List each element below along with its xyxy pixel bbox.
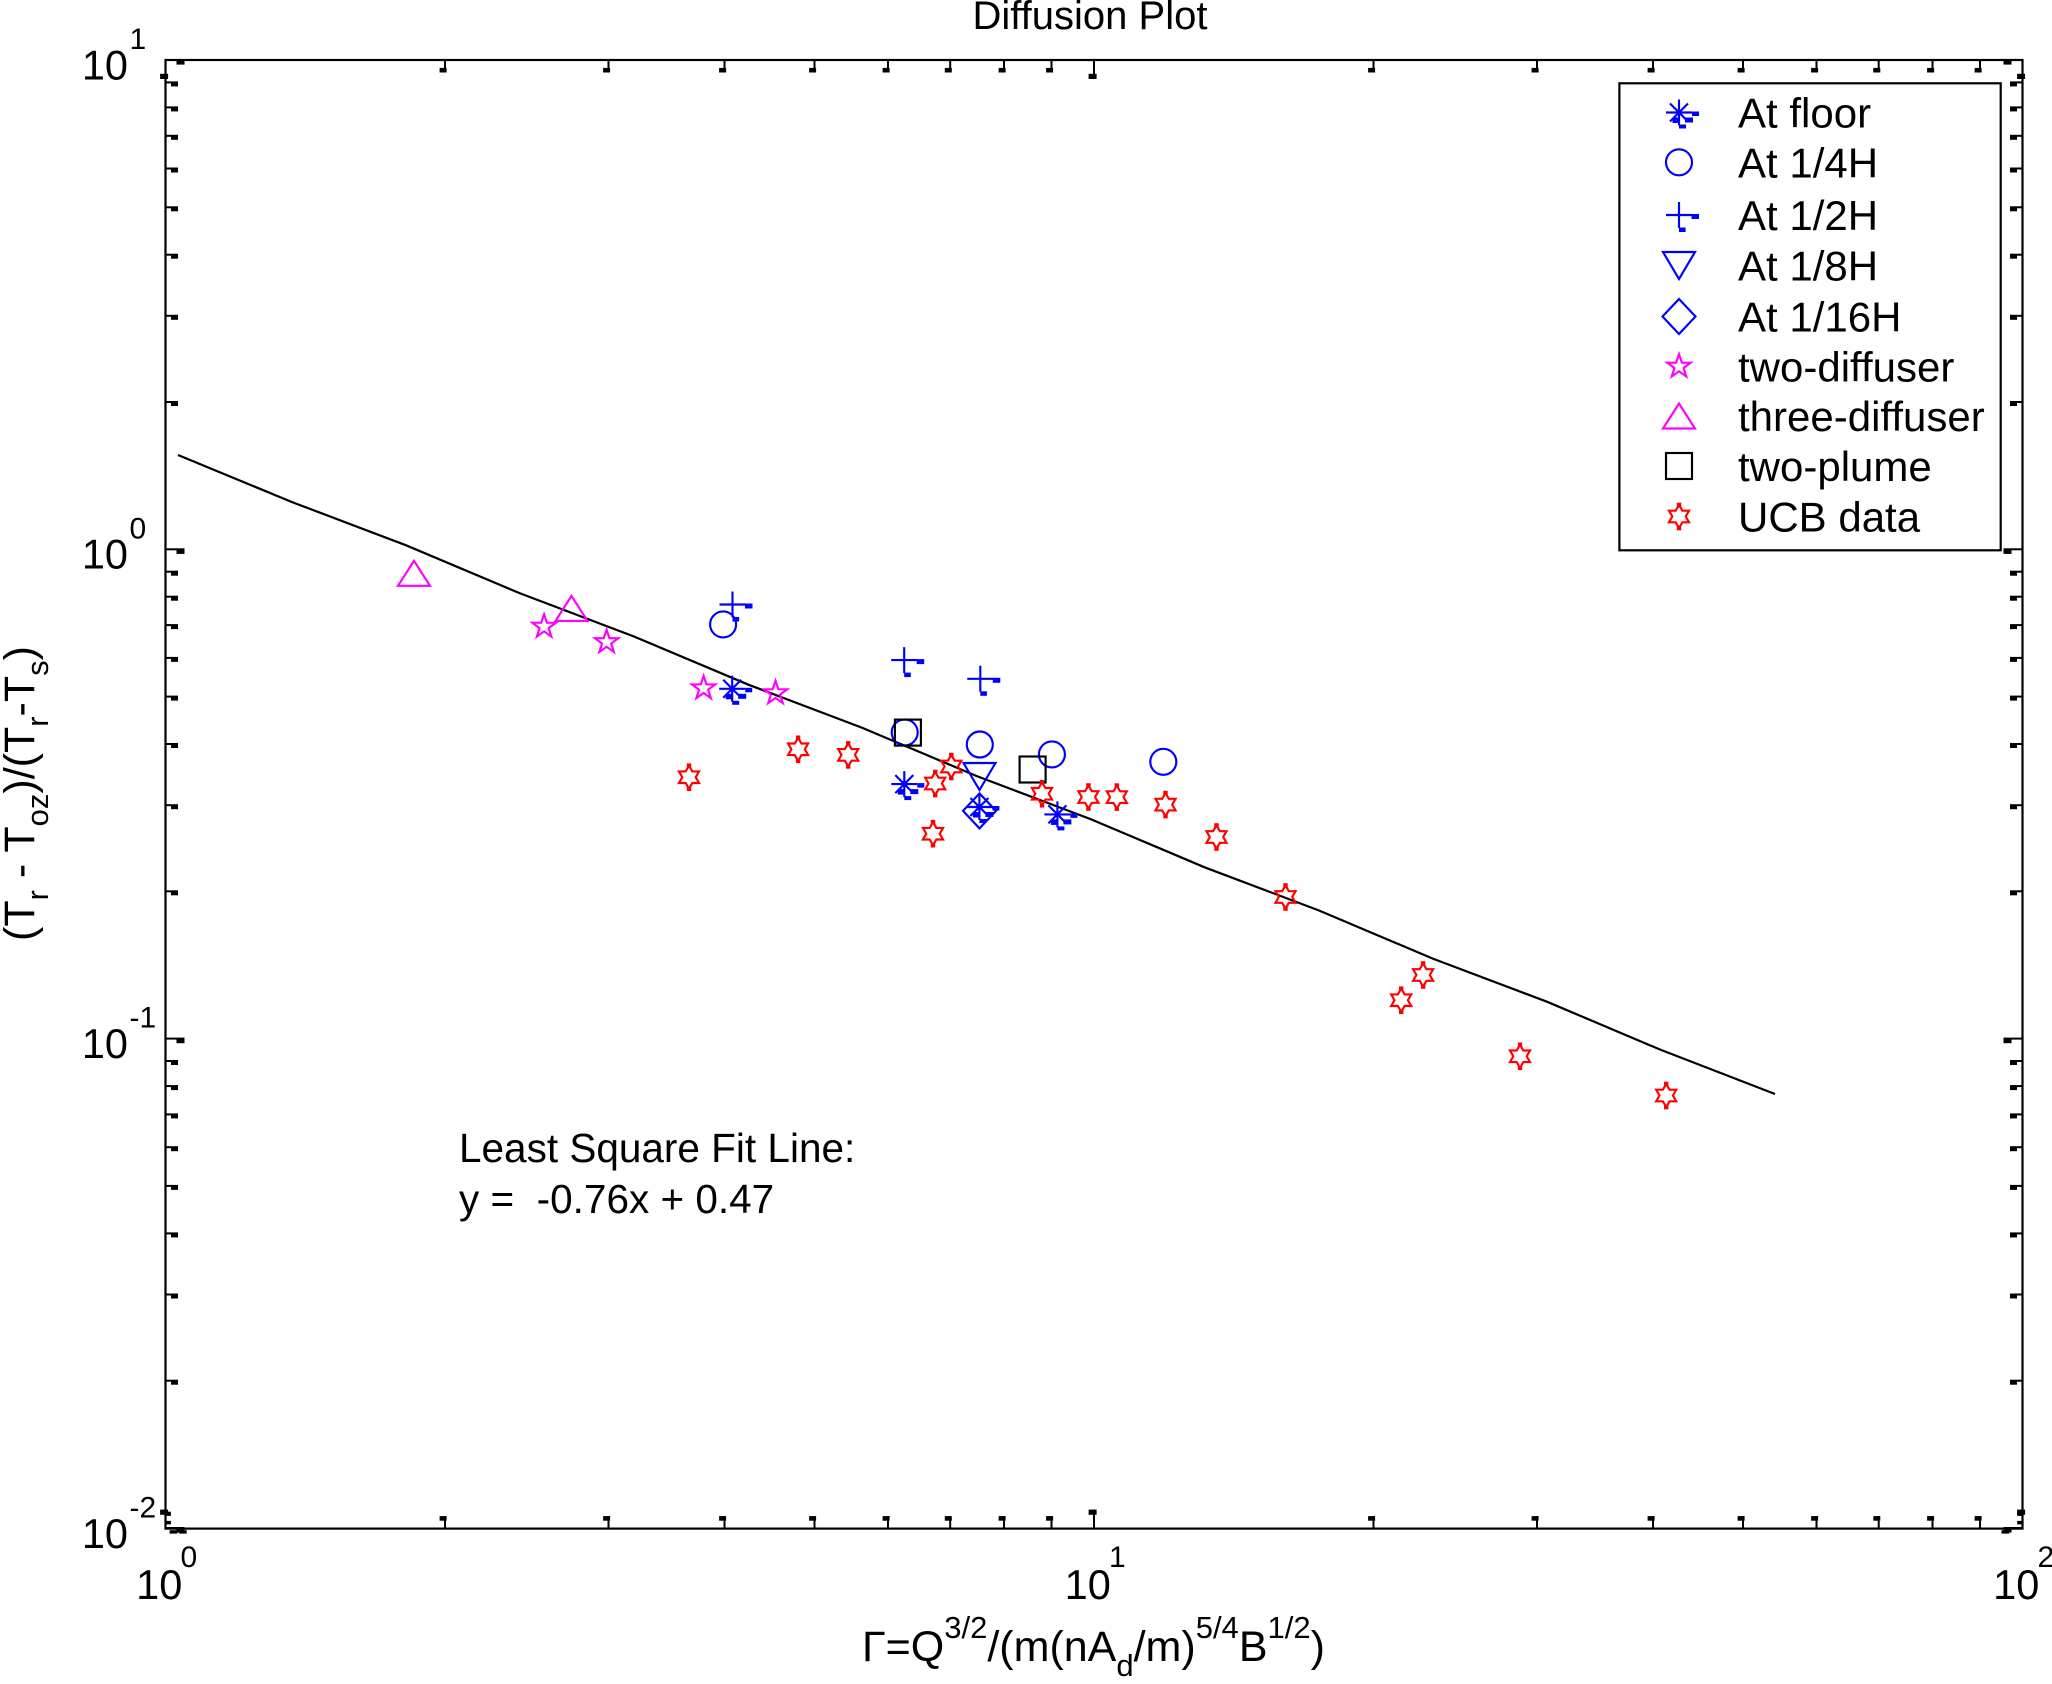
svg-text:1: 1 [1109, 1541, 1126, 1574]
svg-text:two-diffuser: two-diffuser [1738, 344, 1954, 391]
svg-text:At 1/4H: At 1/4H [1738, 139, 1878, 186]
svg-text:y = -0.76x + 0.47: y = -0.76x + 0.47 [459, 1176, 774, 1222]
svg-text:10: 10 [136, 1561, 182, 1608]
svg-text:-1: -1 [130, 1002, 157, 1035]
svg-text:UCB data: UCB data [1738, 494, 1921, 541]
svg-text:two-plume: two-plume [1738, 443, 1932, 490]
svg-text:At floor: At floor [1738, 90, 1871, 137]
svg-text:10: 10 [1993, 1561, 2039, 1608]
svg-text:0: 0 [181, 1541, 198, 1574]
svg-text:At 1/16H: At 1/16H [1738, 294, 1901, 341]
svg-text:2: 2 [2038, 1541, 2052, 1574]
svg-text:-2: -2 [130, 1492, 157, 1525]
svg-text:0: 0 [130, 512, 147, 545]
svg-text:three-diffuser: three-diffuser [1738, 393, 1985, 440]
svg-text:10: 10 [82, 1510, 128, 1557]
svg-text:10: 10 [82, 41, 128, 88]
svg-text:10: 10 [82, 1020, 128, 1067]
svg-text:At 1/2H: At 1/2H [1738, 192, 1878, 239]
svg-text:Least Square Fit Line:: Least Square Fit Line: [459, 1125, 855, 1171]
svg-text:10: 10 [1065, 1561, 1111, 1608]
svg-text:1: 1 [130, 23, 147, 56]
svg-text:Diffusion Plot: Diffusion Plot [973, 0, 1208, 38]
svg-text:At 1/8H: At 1/8H [1738, 243, 1878, 290]
svg-text:10: 10 [82, 531, 128, 578]
